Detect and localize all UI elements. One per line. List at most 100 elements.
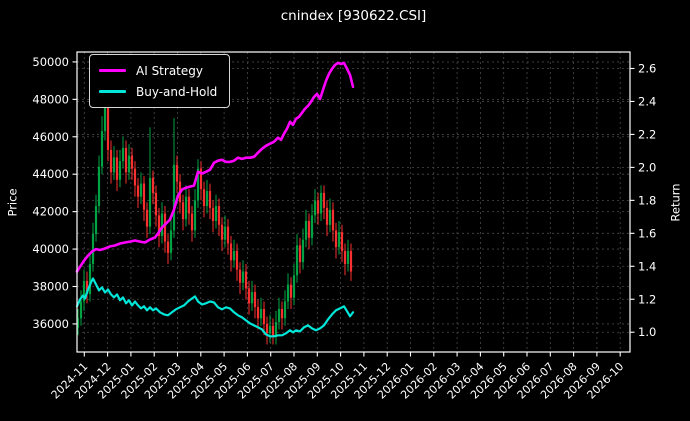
candle-body (328, 209, 332, 225)
candle-body (274, 322, 278, 338)
legend-item-ai-strategy: AI Strategy (99, 60, 217, 81)
return-tick-label: 1.2 (638, 292, 656, 306)
candle-body (130, 155, 134, 169)
candle-body (133, 168, 137, 186)
candle-body (202, 189, 206, 207)
candle-body (160, 213, 164, 236)
candle-body (250, 292, 254, 304)
candle-body (313, 200, 317, 216)
candle-body (223, 226, 227, 240)
candle-body (88, 264, 92, 294)
candle-body (286, 284, 290, 302)
candle-body (211, 207, 215, 221)
candle-body (292, 275, 296, 298)
candle-body (166, 241, 170, 253)
candle-body (349, 250, 353, 272)
return-tick-label: 1.6 (638, 226, 656, 240)
candle-body (268, 325, 272, 334)
candle-body (322, 192, 326, 208)
legend-label: AI Strategy (136, 63, 203, 78)
candle-body (118, 161, 122, 180)
candle-body (232, 250, 236, 261)
candle-body (121, 148, 125, 162)
candle-body (289, 284, 293, 298)
candle-body (235, 250, 239, 270)
candle-body (316, 200, 320, 214)
candle-body (343, 250, 347, 265)
candle-body (196, 168, 200, 201)
candle-body (304, 220, 308, 240)
return-tick-label: 2.0 (638, 160, 656, 174)
price-tick-label: 40000 (32, 242, 69, 256)
candle-body (115, 157, 119, 180)
return-tick-label: 2.2 (638, 127, 656, 141)
legend: AI Strategy Buy-and-Hold (89, 54, 231, 108)
candle-body (319, 192, 323, 214)
candle-body (97, 166, 101, 207)
candle-body (247, 288, 251, 304)
candle-body (193, 200, 197, 231)
ai-strategy-line (75, 61, 355, 273)
candle-body (217, 206, 221, 225)
candle-body (295, 245, 299, 276)
chart-title: cnindex [930622.CSI] (280, 8, 427, 24)
candle-body (82, 280, 86, 302)
candle-body (301, 239, 305, 263)
candle-body (127, 155, 131, 173)
candle-body (163, 213, 167, 242)
candle-body (85, 280, 89, 294)
candle-body (283, 301, 287, 319)
candle-body (298, 245, 302, 263)
candle-body (229, 243, 233, 261)
candle-body (148, 177, 152, 227)
candle-body (214, 206, 218, 221)
candle-body (226, 226, 230, 244)
candle-body (109, 149, 113, 173)
candle-body (325, 207, 329, 225)
candle-body (190, 213, 194, 231)
price-tick-label: 42000 (32, 205, 69, 219)
candle-body (76, 318, 80, 328)
candle-body (91, 234, 95, 265)
candle-body (103, 106, 107, 132)
candle-body (79, 301, 83, 319)
candle-body (259, 308, 263, 319)
candle-body (187, 196, 191, 214)
plot-frame (76, 51, 631, 353)
candle-body (205, 191, 209, 207)
candle-body (220, 224, 224, 240)
candle-body (136, 185, 140, 197)
legend-item-buy-and-hold: Buy-and-Hold (99, 81, 217, 102)
candle-body (199, 168, 203, 190)
candle-body (271, 325, 275, 338)
return-tick-label: 2.4 (638, 94, 656, 108)
buy-and-hold-line-swatch (99, 90, 126, 93)
legend-label: Buy-and-Hold (136, 84, 218, 99)
candle-body (100, 131, 104, 167)
candle-body (244, 271, 248, 289)
candle-body (277, 308, 281, 323)
candle-body (262, 308, 266, 324)
candle-body (151, 177, 155, 193)
candle-body (340, 232, 344, 251)
candle-body (172, 164, 176, 231)
candle-body (112, 157, 116, 173)
candle-body (241, 271, 245, 283)
candle-body (154, 192, 158, 216)
return-tick-label: 1.4 (638, 259, 656, 273)
candle-body (337, 232, 341, 248)
price-tick-label: 46000 (32, 130, 69, 144)
candle-body (175, 164, 179, 182)
return-tick-label: 1.0 (638, 325, 656, 339)
buy-and-hold-line (75, 277, 355, 338)
price-tick-label: 50000 (32, 55, 69, 69)
return-tick-label: 2.6 (638, 61, 656, 75)
price-tick-label: 44000 (32, 167, 69, 181)
candle-body (169, 230, 173, 253)
candle-body (253, 292, 257, 308)
candle-body (145, 209, 149, 227)
candle-body (139, 183, 143, 197)
price-tick-label: 48000 (32, 92, 69, 106)
